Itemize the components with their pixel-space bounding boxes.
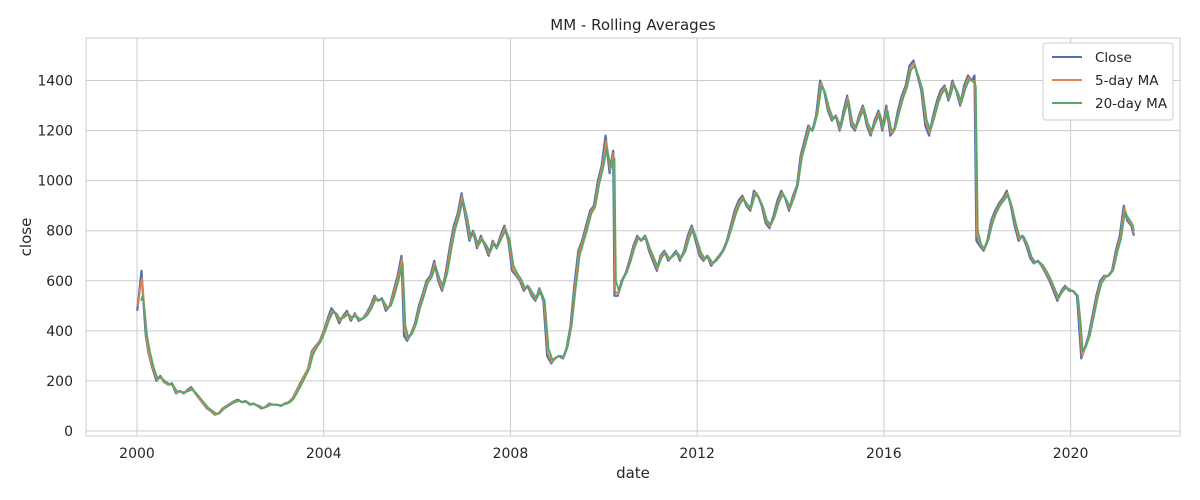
x-tick-label: 2008 (493, 446, 529, 462)
y-tick-label: 1200 (37, 124, 73, 140)
x-tick-label: 2004 (306, 446, 342, 462)
plot-background (85, 37, 1181, 437)
legend-label-20-day-ma: 20-day MA (1095, 96, 1168, 112)
legend-label-5-day-ma: 5-day MA (1095, 73, 1159, 89)
y-tick-label: 1000 (37, 174, 73, 190)
x-tick-label: 2016 (866, 446, 902, 462)
legend-box (1042, 42, 1174, 121)
x-axis: 2000 2004 2008 2012 2016 2020 (119, 446, 1088, 462)
ma20-line (140, 64, 1135, 415)
series-lines (136, 59, 1135, 416)
y-tick-label: 600 (46, 274, 73, 290)
chart-title: MM - Rolling Averages (550, 16, 716, 34)
legend: Close 5-day MA 20-day MA (1042, 42, 1174, 121)
plot-area (85, 37, 1181, 437)
grid (86, 38, 1180, 436)
x-axis-label: date (616, 464, 650, 482)
y-tick-label: 200 (46, 374, 73, 390)
y-tick-label: 800 (46, 224, 73, 240)
y-tick-label: 400 (46, 324, 73, 340)
x-tick-label: 2000 (119, 446, 155, 462)
y-tick-label: 0 (64, 424, 73, 440)
y-axis: 0 200 400 600 800 1000 1200 1400 (37, 74, 73, 440)
legend-label-close: Close (1095, 50, 1132, 66)
x-tick-label: 2020 (1053, 446, 1089, 462)
y-axis-label: close (17, 218, 35, 257)
y-tick-label: 1400 (37, 74, 73, 90)
x-tick-label: 2012 (679, 446, 715, 462)
